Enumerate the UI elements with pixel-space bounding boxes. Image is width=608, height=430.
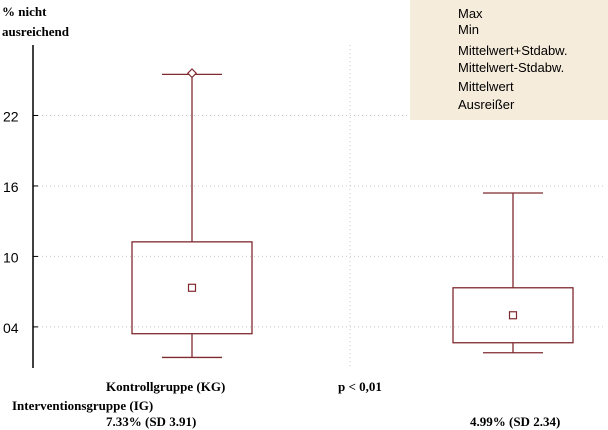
y-axis-label-line2: ausreichend [2,24,69,39]
sd-box [131,241,253,335]
box-group-1 [131,68,253,359]
y-axis-ticks: 22 16 10 04 [3,108,38,336]
legend-mean-label: Mittelwert [458,79,514,94]
sd-box [452,287,574,344]
y-axis-label: % nicht ausreichend [2,2,69,42]
legend-box-lower-label: Mittelwert-Stdabw. [458,60,565,75]
outlier-marker [186,68,198,79]
box-group-2 [452,192,574,354]
mean-marker [187,283,197,292]
legend-box-upper-label: Mittelwert+Stdabw. [458,43,568,58]
box-groups [131,68,574,359]
legend-max-label: Max [458,6,483,21]
p-value-annotation: p < 0,01 [338,379,382,394]
y-tick-label-22: 22 [3,108,19,124]
y-tick-label-10: 10 [3,249,19,265]
legend: Max Min Mittelwert+Stdabw. Mittelwert-St… [410,0,608,120]
stat-label-kg: 7.33% (SD 3.91) [106,414,197,429]
legend-outlier-label: Ausreißer [458,97,515,112]
legend-min-label: Min [458,22,479,37]
stat-label-ig: 4.99% (SD 2.34) [470,414,561,429]
y-axis-label-line1: % nicht [2,4,47,19]
gridlines [34,114,606,328]
group-label-kg: Kontrollgruppe (KG) [106,379,226,394]
group-label-ig: Interventionsgruppe (IG) [12,398,154,413]
y-tick-label-16: 16 [3,179,19,195]
y-tick-label-04: 04 [3,320,19,336]
mean-marker [508,311,518,320]
